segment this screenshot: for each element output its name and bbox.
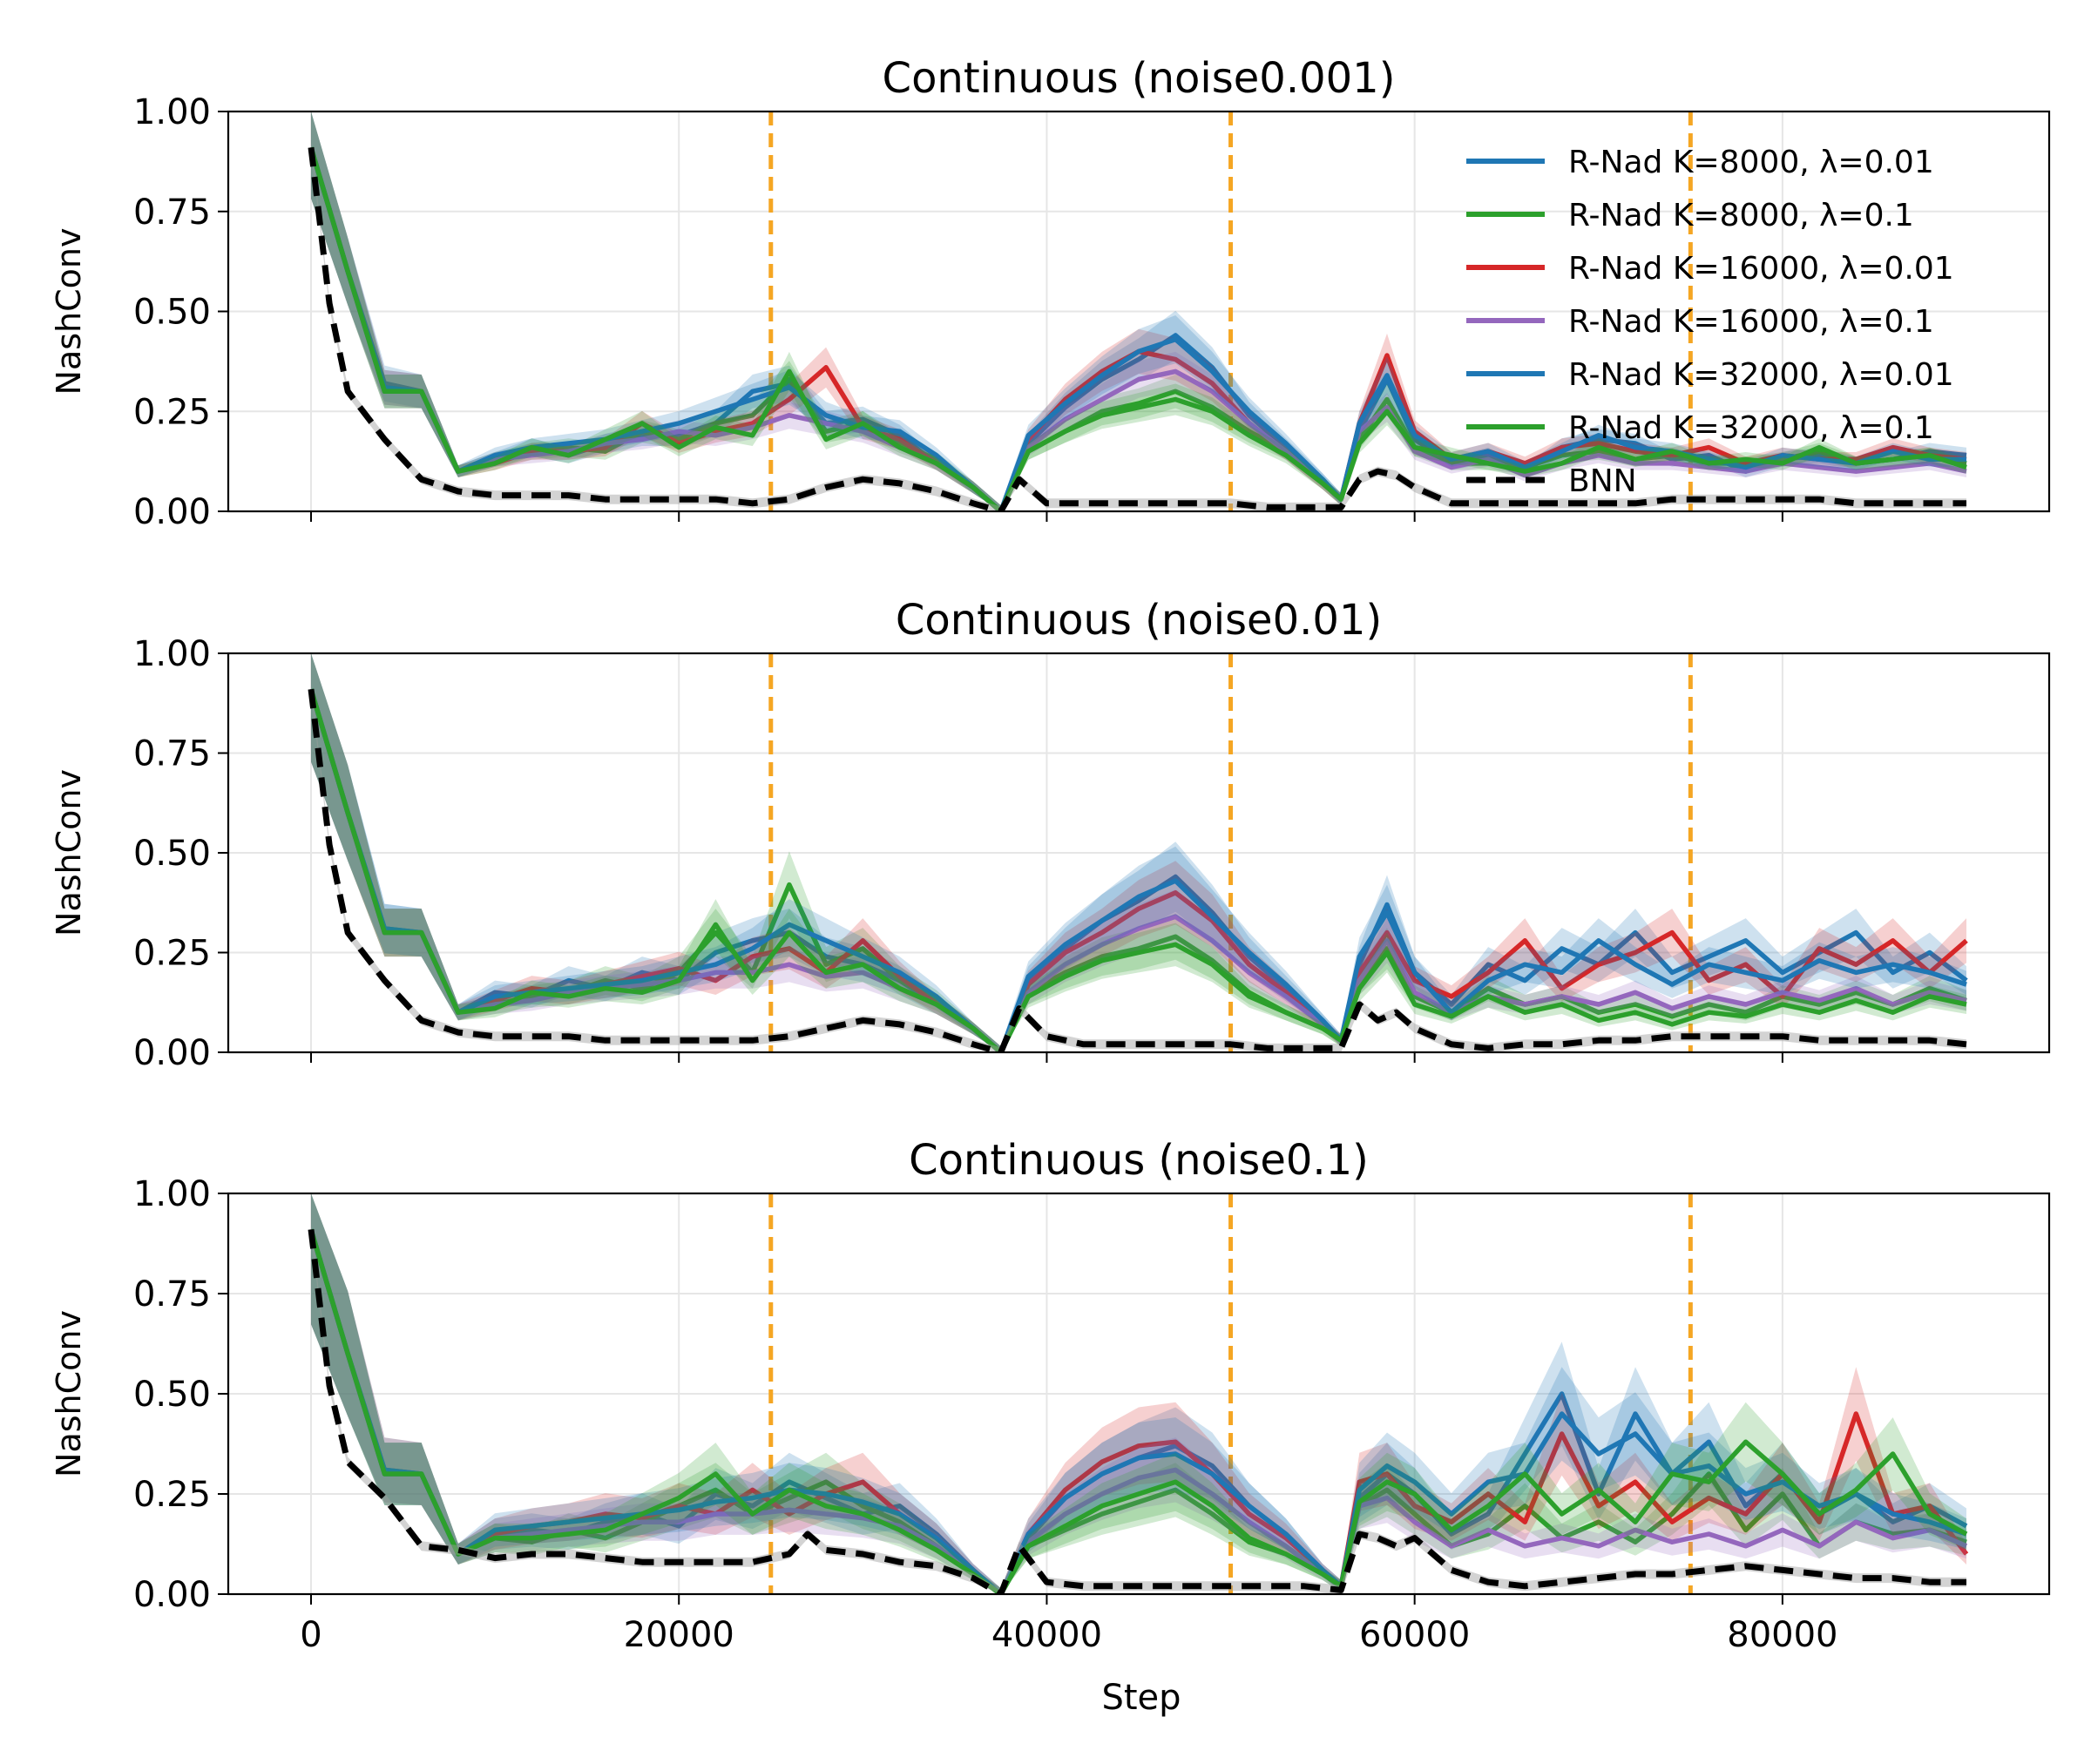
- series-line-6: [308, 688, 1967, 1052]
- legend-label: R-Nad K=16000, λ=0.01: [1568, 251, 1954, 287]
- y-tick-label: 0.75: [133, 1274, 211, 1315]
- x-axis-label: Step: [1101, 1678, 1181, 1718]
- series-band-1: [311, 653, 1966, 1052]
- series-band-6: [311, 653, 1966, 1052]
- panel-3: 0.00 0.25 0.50 0.75 1.00 0 20000 40000 60000 8000…: [50, 1136, 2051, 1655]
- series-line-2: [308, 1228, 1967, 1594]
- y-tick-label: 0.25: [133, 392, 211, 432]
- x-tick-label: 40000: [991, 1615, 1102, 1655]
- series-band-7: [311, 1224, 1966, 1594]
- plot-area: [308, 1193, 1969, 1594]
- series-band-5: [311, 112, 1966, 511]
- series-line-bnn: [308, 146, 1966, 511]
- series-line-bnn: [308, 1228, 1966, 1594]
- y-axis-label: NashConv: [50, 228, 88, 395]
- panel-2: 0.00 0.25 0.50 0.75 1.00 NashConv Continuous (…: [50, 596, 2051, 1073]
- legend-label: R-Nad K=32000, λ=0.01: [1568, 357, 1954, 393]
- series-band-3: [311, 1193, 1966, 1594]
- x-tick-label: 60000: [1359, 1615, 1470, 1655]
- y-tick-label: 0.00: [133, 492, 211, 532]
- series-line-bnn: [308, 688, 1967, 1052]
- y-tick-label: 0.25: [133, 1475, 211, 1515]
- series-band-5: [311, 653, 1966, 1052]
- x-tick-label: 20000: [624, 1615, 734, 1655]
- y-tick-label: 0.75: [133, 193, 211, 233]
- legend: R-Nad K=8000, λ=0.01 R-Nad K=8000, λ=0.1 R…: [1466, 145, 1954, 499]
- series-line-2: [308, 688, 1967, 1052]
- series-line-5: [308, 688, 1967, 1052]
- y-tick-label: 1.00: [133, 634, 211, 674]
- y-tick-label: 1.00: [133, 1174, 211, 1214]
- panel-title: Continuous (noise0.01): [896, 596, 1382, 645]
- series-line-6: [308, 146, 1967, 511]
- y-tick-label: 0.50: [133, 293, 211, 333]
- y-tick-label: 0.50: [133, 1375, 211, 1415]
- y-tick-label: 0.00: [133, 1575, 211, 1615]
- panel-title: Continuous (noise0.001): [883, 54, 1396, 103]
- x-tick-label: 80000: [1727, 1615, 1837, 1655]
- y-tick-label: 0.75: [133, 734, 211, 774]
- y-tick-label: 1.00: [133, 92, 211, 132]
- series-line-6: [308, 1228, 1968, 1594]
- y-axis-label: NashConv: [50, 769, 88, 936]
- series-line-5: [308, 1228, 1967, 1594]
- series-band-3: [311, 112, 1966, 511]
- series-band-5: [311, 1193, 1966, 1594]
- series-band-2: [311, 112, 1966, 511]
- series-line-1: [308, 1228, 1968, 1594]
- series-line-4: [308, 1228, 1968, 1594]
- series-band-1: [311, 112, 1966, 511]
- series-band-4: [311, 1193, 1966, 1594]
- legend-label: R-Nad K=8000, λ=0.1: [1568, 198, 1914, 233]
- y-axis-label: NashConv: [50, 1310, 88, 1477]
- legend-label: R-Nad K=16000, λ=0.1: [1568, 304, 1934, 340]
- y-tick-label: 0.50: [133, 834, 211, 874]
- panel-1: 0.00 0.25 0.50 0.75 1.00 NashConv Continuous (…: [50, 54, 2051, 532]
- panel-title: Continuous (noise0.1): [909, 1136, 1369, 1185]
- plot-area: [308, 112, 1967, 511]
- legend-label: R-Nad K=32000, λ=0.1: [1568, 410, 1934, 446]
- legend-label: R-Nad K=8000, λ=0.01: [1568, 145, 1934, 180]
- y-tick-label: 0.25: [133, 934, 211, 974]
- series-band-2: [311, 653, 1966, 1052]
- series-band-6: [311, 112, 1966, 511]
- x-tick-label: 0: [300, 1615, 321, 1655]
- series-band-4: [311, 112, 1966, 511]
- plot-area: [308, 653, 1968, 1052]
- series-line-3: [308, 1228, 1969, 1594]
- series-line-4: [308, 146, 1967, 511]
- series-line-2: [308, 146, 1967, 511]
- legend-label: BNN: [1568, 463, 1637, 499]
- y-tick-label: 0.00: [133, 1033, 211, 1073]
- series-band-6: [311, 1193, 1966, 1594]
